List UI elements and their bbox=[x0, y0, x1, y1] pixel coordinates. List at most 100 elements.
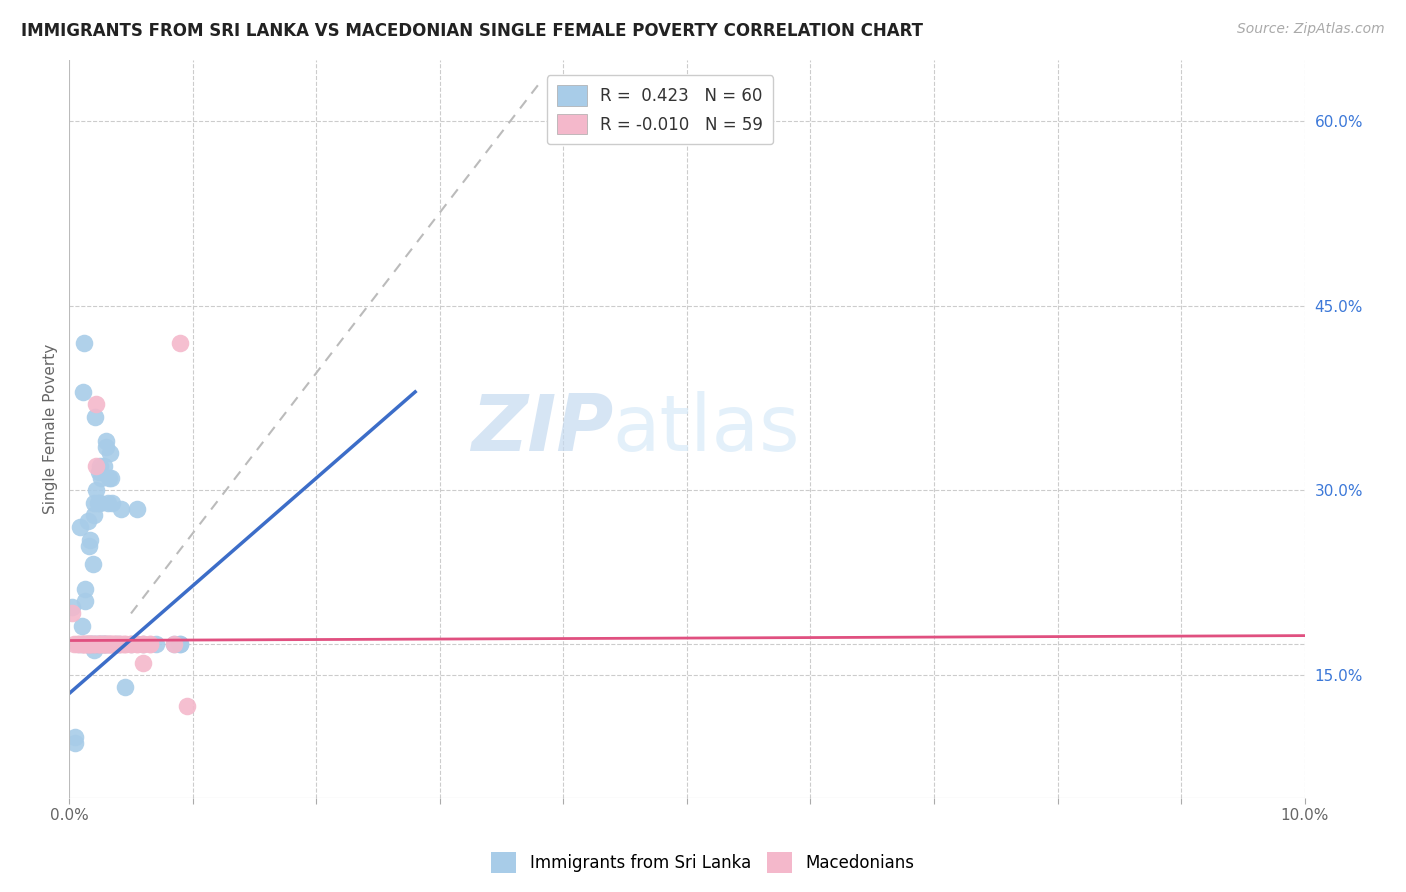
Point bbox=[97, 637, 120, 651]
Point bbox=[84, 637, 107, 651]
Point bbox=[83, 643, 105, 657]
Point bbox=[169, 637, 191, 651]
Point bbox=[82, 637, 104, 651]
Point bbox=[77, 539, 100, 553]
Point bbox=[112, 637, 135, 651]
Point bbox=[60, 600, 83, 615]
Point bbox=[100, 637, 122, 651]
Text: IMMIGRANTS FROM SRI LANKA VS MACEDONIAN SINGLE FEMALE POVERTY CORRELATION CHART: IMMIGRANTS FROM SRI LANKA VS MACEDONIAN … bbox=[21, 22, 924, 40]
Point bbox=[69, 520, 91, 534]
Point bbox=[65, 736, 87, 750]
Point bbox=[90, 637, 112, 651]
Point bbox=[100, 471, 122, 485]
Point bbox=[89, 637, 111, 651]
Point bbox=[87, 465, 110, 479]
Point bbox=[70, 637, 93, 651]
Point bbox=[77, 637, 100, 651]
Point bbox=[76, 637, 98, 651]
Point bbox=[80, 637, 103, 651]
Point bbox=[80, 637, 103, 651]
Point bbox=[76, 637, 98, 651]
Point bbox=[110, 637, 132, 651]
Point bbox=[83, 508, 105, 522]
Point bbox=[114, 681, 136, 695]
Point bbox=[89, 458, 111, 473]
Point bbox=[91, 637, 114, 651]
Point bbox=[79, 533, 101, 547]
Point bbox=[73, 637, 96, 651]
Point bbox=[77, 637, 100, 651]
Point bbox=[83, 637, 105, 651]
Point bbox=[103, 637, 125, 651]
Point bbox=[86, 637, 108, 651]
Point bbox=[127, 501, 149, 516]
Point bbox=[86, 496, 108, 510]
Point bbox=[76, 637, 98, 651]
Point bbox=[86, 637, 108, 651]
Point bbox=[75, 582, 97, 596]
Point bbox=[96, 637, 118, 651]
Point bbox=[82, 558, 104, 572]
Point bbox=[132, 637, 155, 651]
Point bbox=[96, 637, 118, 651]
Point bbox=[90, 637, 112, 651]
Point bbox=[63, 637, 86, 651]
Point bbox=[84, 637, 107, 651]
Point bbox=[107, 637, 129, 651]
Point bbox=[132, 656, 155, 670]
Point bbox=[105, 637, 128, 651]
Point bbox=[98, 446, 121, 460]
Point bbox=[105, 637, 128, 651]
Point bbox=[70, 637, 93, 651]
Point bbox=[96, 637, 118, 651]
Point bbox=[86, 397, 108, 411]
Legend: R =  0.423   N = 60, R = -0.010   N = 59: R = 0.423 N = 60, R = -0.010 N = 59 bbox=[547, 75, 773, 145]
Point bbox=[72, 384, 94, 399]
Point bbox=[76, 514, 98, 528]
Point bbox=[132, 637, 155, 651]
Point bbox=[127, 637, 149, 651]
Point bbox=[73, 335, 96, 350]
Point bbox=[110, 501, 132, 516]
Point bbox=[96, 434, 118, 449]
Point bbox=[72, 637, 94, 651]
Point bbox=[96, 440, 118, 454]
Point bbox=[86, 637, 108, 651]
Point bbox=[94, 637, 117, 651]
Point bbox=[97, 637, 120, 651]
Point bbox=[83, 496, 105, 510]
Point bbox=[86, 483, 108, 498]
Point bbox=[91, 637, 114, 651]
Point bbox=[76, 637, 98, 651]
Point bbox=[93, 637, 115, 651]
Point bbox=[97, 637, 120, 651]
Text: atlas: atlas bbox=[613, 391, 800, 467]
Point bbox=[169, 637, 191, 651]
Point bbox=[86, 458, 108, 473]
Point bbox=[169, 335, 191, 350]
Point bbox=[107, 637, 129, 651]
Point bbox=[67, 637, 90, 651]
Point bbox=[90, 637, 112, 651]
Point bbox=[120, 637, 142, 651]
Point bbox=[67, 637, 90, 651]
Point bbox=[100, 637, 122, 651]
Point bbox=[75, 594, 97, 608]
Point bbox=[103, 637, 125, 651]
Point bbox=[101, 496, 124, 510]
Point bbox=[107, 637, 129, 651]
Point bbox=[176, 698, 198, 713]
Text: Source: ZipAtlas.com: Source: ZipAtlas.com bbox=[1237, 22, 1385, 37]
Point bbox=[132, 637, 155, 651]
Point bbox=[84, 409, 107, 424]
Point bbox=[87, 637, 110, 651]
Point bbox=[79, 637, 101, 651]
Point bbox=[87, 637, 110, 651]
Point bbox=[163, 637, 186, 651]
Point bbox=[89, 496, 111, 510]
Point bbox=[163, 637, 186, 651]
Point bbox=[96, 637, 118, 651]
Point bbox=[138, 637, 160, 651]
Point bbox=[93, 458, 115, 473]
Point bbox=[120, 637, 142, 651]
